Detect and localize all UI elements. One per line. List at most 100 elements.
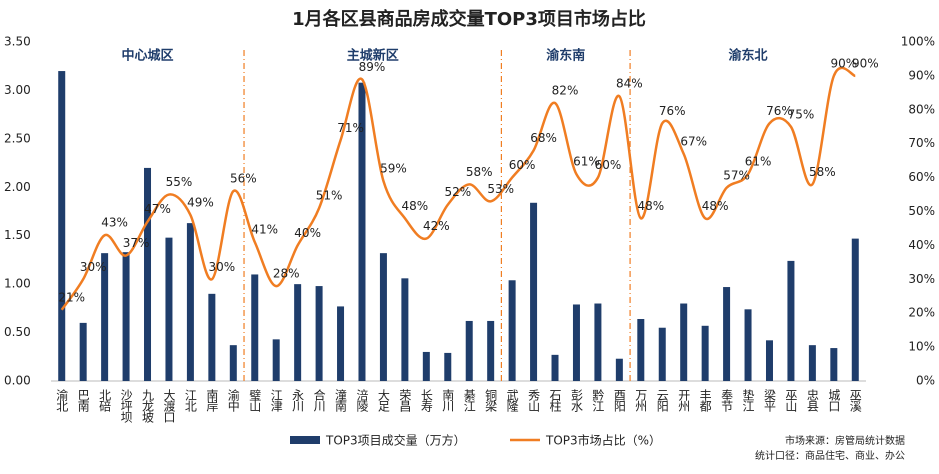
- bar: [337, 306, 345, 381]
- bar: [680, 303, 688, 381]
- x-tick-label: 武隆: [505, 389, 519, 413]
- data-label: 75%: [788, 107, 815, 121]
- x-tick-label: 綦江: [462, 389, 476, 412]
- data-label: 41%: [251, 223, 278, 237]
- x-tick-label: 黔江: [591, 388, 605, 412]
- y-tick-label: 0.50: [4, 325, 31, 339]
- x-tick-label: 大足: [376, 389, 390, 413]
- bar: [594, 303, 602, 381]
- x-tick-label: 城口: [827, 389, 841, 412]
- data-label: 58%: [809, 165, 836, 179]
- y-tick-label: 3.00: [4, 83, 31, 97]
- x-tick-label: 开州: [677, 389, 691, 412]
- x-tick-label: 忠县: [805, 389, 819, 412]
- y2-tick-label: 10%: [908, 340, 935, 354]
- data-label: 76%: [659, 104, 686, 118]
- data-label: 58%: [466, 165, 493, 179]
- bar: [615, 358, 623, 381]
- source-note: 市场来源：房管局统计数据: [785, 434, 905, 447]
- data-label: 53%: [487, 182, 514, 196]
- data-label: 61%: [745, 155, 772, 169]
- bar: [229, 345, 237, 381]
- bar: [251, 274, 259, 381]
- bar: [572, 304, 580, 381]
- x-tick-label: 荣昌: [398, 389, 412, 412]
- x-tick-label: 巴南: [76, 389, 90, 412]
- x-tick-label: 南川: [441, 388, 455, 412]
- data-label: 56%: [230, 172, 257, 186]
- data-label: 90%: [852, 56, 879, 70]
- data-label: 84%: [616, 77, 643, 91]
- x-tick-label: 大渡口: [162, 389, 176, 423]
- x-tick-label: 长寿: [419, 389, 433, 412]
- region-label: 渝东南: [546, 48, 585, 64]
- y-tick-label: 2.00: [4, 180, 31, 194]
- bar: [294, 284, 302, 381]
- bar: [637, 319, 645, 381]
- data-label: 60%: [509, 158, 536, 172]
- x-tick-label: 云阳: [655, 389, 669, 412]
- bar: [808, 345, 816, 381]
- x-tick-label: 永川: [291, 389, 305, 412]
- data-label: 30%: [209, 260, 236, 274]
- bar: [58, 71, 66, 382]
- data-label: 42%: [423, 219, 450, 233]
- bar: [79, 322, 87, 381]
- data-label: 48%: [637, 199, 664, 213]
- y2-tick-label: 0%: [916, 374, 935, 388]
- y2-tick-label: 40%: [908, 238, 935, 252]
- data-label: 71%: [337, 121, 364, 135]
- y-tick-label: 1.00: [4, 277, 31, 291]
- x-tick-label: 沙坪坝: [119, 389, 133, 423]
- data-label: 55%: [166, 175, 193, 189]
- legend-label: TOP3项目成交量（万方）: [325, 433, 466, 448]
- data-label: 61%: [573, 155, 600, 169]
- region-label: 主城新区: [347, 48, 399, 64]
- bar: [744, 309, 752, 381]
- data-label: 76%: [766, 104, 793, 118]
- bar: [444, 352, 452, 381]
- data-label: 52%: [444, 185, 471, 199]
- x-tick-label: 江北: [183, 389, 197, 413]
- y2-tick-label: 70%: [908, 136, 935, 150]
- x-tick-label: 渝北: [55, 388, 69, 413]
- chart-title: 1月各区县商品房成交量TOP3项目市场占比: [292, 8, 646, 30]
- x-tick-label: 北碚: [98, 389, 112, 412]
- data-label: 57%: [723, 168, 750, 182]
- data-label: 59%: [380, 161, 407, 175]
- region-label: 渝东北: [729, 48, 768, 64]
- data-label: 48%: [702, 199, 729, 213]
- x-tick-label: 江津: [269, 389, 283, 412]
- x-tick-label: 彭水: [569, 389, 583, 412]
- y-tick-label: 3.50: [4, 35, 31, 49]
- x-tick-label: 南岸: [205, 388, 219, 412]
- x-tick-label: 丰都: [698, 389, 712, 412]
- bar: [508, 280, 516, 381]
- data-label: 68%: [530, 131, 557, 145]
- x-tick-label: 潼南: [334, 388, 348, 412]
- data-label: 30%: [80, 260, 107, 274]
- legend-label: TOP3市场占比（%）: [545, 433, 661, 448]
- bar: [765, 340, 773, 381]
- data-label: 43%: [101, 216, 128, 230]
- bar: [487, 320, 495, 381]
- x-tick-label: 奉节: [720, 389, 734, 412]
- bar: [787, 260, 795, 381]
- bar: [358, 82, 366, 382]
- bar: [465, 320, 473, 381]
- data-label: 47%: [144, 202, 171, 216]
- y2-tick-label: 90%: [908, 68, 935, 82]
- scope-note: 统计口径：商品住宅、商业、办公: [755, 449, 905, 462]
- data-label: 60%: [595, 158, 622, 172]
- data-label: 51%: [316, 189, 343, 203]
- bar: [315, 286, 323, 381]
- x-tick-label: 巫山: [784, 389, 798, 412]
- bar: [422, 351, 430, 381]
- y2-tick-label: 60%: [908, 170, 935, 184]
- data-label: 40%: [294, 226, 321, 240]
- x-tick-label: 璧山: [248, 388, 262, 412]
- data-label: 82%: [552, 84, 579, 98]
- data-label: 49%: [187, 195, 214, 209]
- bar: [122, 252, 130, 381]
- x-tick-label: 铜梁: [484, 388, 498, 412]
